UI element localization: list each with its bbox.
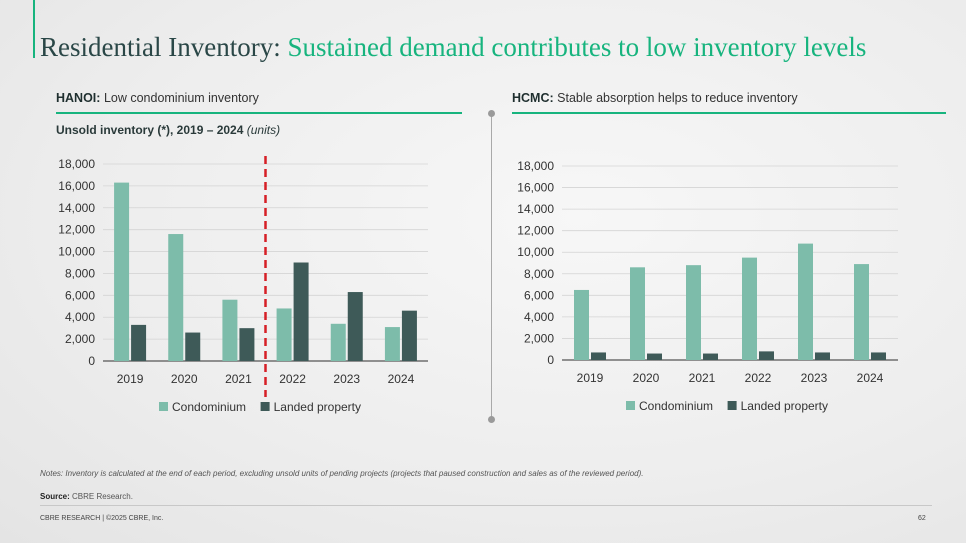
condominium-bar	[384, 327, 400, 361]
legend-label: Landed property	[741, 399, 828, 413]
source-text: Source: CBRE Research.	[40, 492, 133, 501]
condominium-bar	[854, 264, 869, 360]
x-tick-label: 2021	[225, 372, 252, 386]
hanoi-panel-header: HANOI: Low condominium inventory	[56, 91, 259, 105]
y-tick-label: 4,000	[65, 310, 95, 324]
condominium-bar	[222, 299, 238, 361]
condominium-bar	[798, 243, 813, 360]
landed-property-bar	[131, 324, 147, 361]
y-tick-label: 10,000	[517, 245, 554, 259]
x-tick-label: 2023	[333, 372, 360, 386]
x-tick-label: 2020	[171, 372, 198, 386]
x-tick-label: 2019	[577, 371, 604, 385]
y-tick-label: 2,000	[524, 331, 554, 345]
hanoi-caption: Low condominium inventory	[103, 91, 259, 105]
hcmc-caption: Stable absorption helps to reduce invent…	[557, 91, 798, 105]
x-tick-label: 2022	[745, 371, 772, 385]
divider-top-dot	[488, 110, 495, 117]
x-tick-label: 2024	[857, 371, 884, 385]
condominium-bar	[574, 289, 589, 360]
condominium-bar	[330, 323, 346, 361]
x-tick-label: 2022	[279, 372, 306, 386]
y-tick-label: 14,000	[517, 202, 554, 216]
hanoi-region-label: HANOI:	[56, 91, 101, 105]
y-tick-label: 0	[88, 354, 95, 368]
hcmc-inventory-chart: 0 2,000 4,000 6,000 8,000 10,000 12,000 14,000 1…	[517, 159, 898, 413]
condominium-bar	[114, 182, 130, 361]
y-tick-label: 4,000	[524, 310, 554, 324]
landed-property-bar	[401, 310, 417, 361]
hcmc-panel-header: HCMC: Stable absorption helps to reduce …	[512, 91, 798, 105]
page-number: 62	[918, 515, 926, 522]
footer-divider	[40, 505, 932, 506]
y-tick-label: 8,000	[65, 266, 95, 280]
legend-swatch	[260, 402, 270, 411]
hcmc-header-line	[512, 112, 946, 114]
y-tick-label: 16,000	[58, 179, 95, 193]
title-accent-bar	[33, 0, 35, 58]
y-tick-label: 0	[547, 353, 554, 367]
page-title: Residential Inventory: Sustained demand …	[40, 32, 866, 63]
y-tick-label: 6,000	[65, 288, 95, 302]
legend-label: Condominium	[172, 400, 246, 414]
landed-property-bar	[591, 352, 606, 360]
y-tick-label: 8,000	[524, 267, 554, 281]
legend-label: Condominium	[639, 399, 713, 413]
x-tick-label: 2024	[388, 372, 415, 386]
condominium-bar	[742, 257, 757, 360]
landed-property-bar	[347, 292, 363, 361]
title-prefix: Residential Inventory:	[40, 32, 281, 62]
landed-property-bar	[759, 351, 774, 360]
condominium-bar	[168, 234, 184, 361]
hanoi-header-line	[56, 112, 462, 114]
y-tick-label: 16,000	[517, 181, 554, 195]
hcmc-region-label: HCMC:	[512, 91, 554, 105]
divider-bottom-dot	[488, 416, 495, 423]
x-tick-label: 2019	[117, 372, 144, 386]
source-value: CBRE Research.	[72, 492, 133, 501]
y-tick-label: 6,000	[524, 288, 554, 302]
condominium-bar	[630, 267, 645, 360]
y-tick-label: 18,000	[517, 159, 554, 173]
y-tick-label: 18,000	[58, 157, 95, 171]
landed-property-bar	[239, 328, 255, 361]
panel-divider	[491, 113, 492, 419]
source-label: Source:	[40, 492, 70, 501]
hanoi-inventory-chart: 0 2,000 4,000 6,000 8,000 10,000 12,000 14,000 1…	[58, 156, 428, 414]
landed-property-bar	[815, 352, 830, 360]
y-tick-label: 10,000	[58, 245, 95, 259]
subtitle-text: Unsold inventory (*), 2019 – 2024	[56, 123, 244, 137]
y-tick-label: 12,000	[58, 223, 95, 237]
landed-property-bar	[293, 262, 309, 361]
landed-property-bar	[185, 332, 201, 361]
footer-text: CBRE RESEARCH | ©2025 CBRE, Inc.	[40, 515, 164, 522]
hanoi-chart-subtitle: Unsold inventory (*), 2019 – 2024 (units…	[56, 123, 280, 137]
condominium-bar	[686, 265, 701, 360]
x-tick-label: 2023	[801, 371, 828, 385]
legend-swatch	[626, 401, 635, 410]
notes-text: Notes: Inventory is calculated at the en…	[40, 469, 644, 478]
subtitle-unit: (units)	[246, 123, 281, 137]
legend-label: Landed property	[274, 400, 361, 414]
x-tick-label: 2021	[689, 371, 716, 385]
y-tick-label: 12,000	[517, 224, 554, 238]
legend-swatch	[159, 402, 168, 411]
landed-property-bar	[871, 352, 886, 360]
y-tick-label: 2,000	[65, 332, 95, 346]
y-tick-label: 14,000	[58, 201, 95, 215]
landed-property-bar	[647, 353, 662, 360]
landed-property-bar	[703, 353, 718, 360]
condominium-bar	[276, 308, 292, 361]
legend-swatch	[727, 401, 737, 410]
title-main: Sustained demand contributes to low inve…	[287, 32, 867, 62]
x-tick-label: 2020	[633, 371, 660, 385]
